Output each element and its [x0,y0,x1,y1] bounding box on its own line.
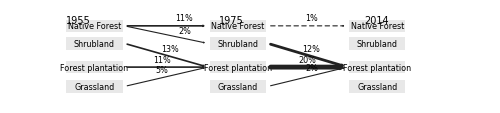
Text: 11%: 11% [153,55,171,64]
Text: Shrubland: Shrubland [74,40,115,48]
FancyBboxPatch shape [210,81,266,93]
Text: Forest plantation: Forest plantation [344,63,411,72]
Text: Native Forest: Native Forest [350,22,404,31]
Text: Forest plantation: Forest plantation [60,63,128,72]
Text: 1975: 1975 [218,16,244,26]
FancyBboxPatch shape [349,21,406,33]
Text: Forest plantation: Forest plantation [204,63,272,72]
Text: Grassland: Grassland [74,82,114,91]
Text: Native Forest: Native Forest [68,22,121,31]
FancyBboxPatch shape [349,38,406,50]
FancyBboxPatch shape [210,61,266,74]
FancyBboxPatch shape [210,38,266,50]
FancyBboxPatch shape [66,38,122,50]
Text: Native Forest: Native Forest [211,22,264,31]
Text: 2%: 2% [305,64,318,73]
FancyBboxPatch shape [210,21,266,33]
Text: Grassland: Grassland [218,82,258,91]
Text: 5%: 5% [156,66,168,75]
Text: Shrubland: Shrubland [357,40,398,48]
FancyBboxPatch shape [349,61,406,74]
Text: 11%: 11% [176,14,194,23]
Text: 2014: 2014 [364,16,388,26]
Text: 20%: 20% [298,55,316,64]
Text: Grassland: Grassland [357,82,398,91]
FancyBboxPatch shape [66,81,122,93]
Text: 1955: 1955 [66,16,90,26]
Text: 13%: 13% [162,45,179,53]
FancyBboxPatch shape [66,61,122,74]
Text: 2%: 2% [178,27,191,36]
Text: Shrubland: Shrubland [218,40,258,48]
FancyBboxPatch shape [66,21,122,33]
Text: 1%: 1% [305,14,318,23]
FancyBboxPatch shape [349,81,406,93]
Text: 12%: 12% [302,45,320,53]
